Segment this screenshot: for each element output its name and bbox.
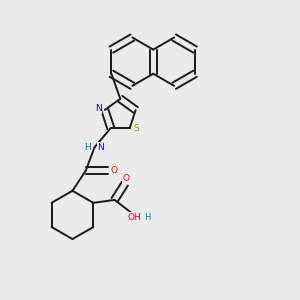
Text: S: S xyxy=(134,124,139,133)
Text: OH: OH xyxy=(128,213,141,222)
Text: H: H xyxy=(144,213,150,222)
Text: O: O xyxy=(123,174,130,183)
Text: H: H xyxy=(84,143,91,152)
Text: N: N xyxy=(95,104,102,113)
Text: N: N xyxy=(98,143,104,152)
Text: O: O xyxy=(111,166,118,175)
